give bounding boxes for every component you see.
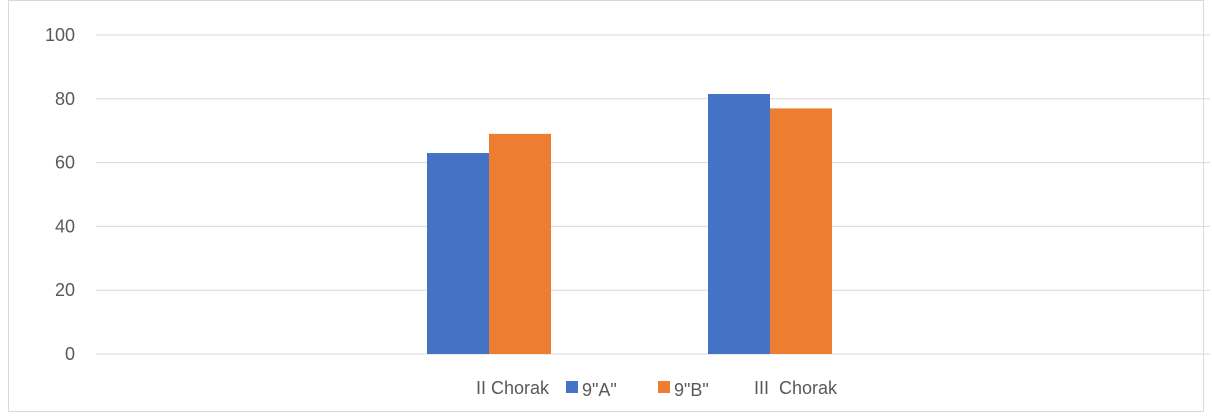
legend-label: 9"A" (582, 380, 617, 400)
x-category-label: III Chorak (754, 378, 838, 398)
bars (427, 94, 832, 355)
gridlines (96, 34, 1210, 355)
bar-series-b-1 (489, 133, 551, 354)
bar-series-b-2 (770, 108, 832, 355)
chart-frame (8, 0, 1204, 412)
y-tick-label: 100 (45, 25, 75, 45)
y-tick-label: 0 (65, 344, 75, 364)
y-tick-label: 20 (55, 280, 75, 300)
y-tick-label: 40 (55, 216, 75, 236)
bar-series-a-2 (708, 94, 770, 354)
y-tick-label: 60 (55, 153, 75, 173)
legend-swatch (658, 381, 670, 393)
y-axis-ticks: 0 20 40 60 80 100 (45, 25, 75, 364)
y-tick-label: 80 (55, 89, 75, 109)
x-category-label: II Chorak (476, 378, 550, 398)
legend-swatch (566, 381, 578, 393)
legend: 9"A" 9"B" (566, 380, 709, 400)
legend-label: 9"B" (674, 380, 709, 400)
x-axis-categories: II Chorak III Chorak (476, 378, 838, 398)
bar-series-a-1 (427, 153, 489, 354)
